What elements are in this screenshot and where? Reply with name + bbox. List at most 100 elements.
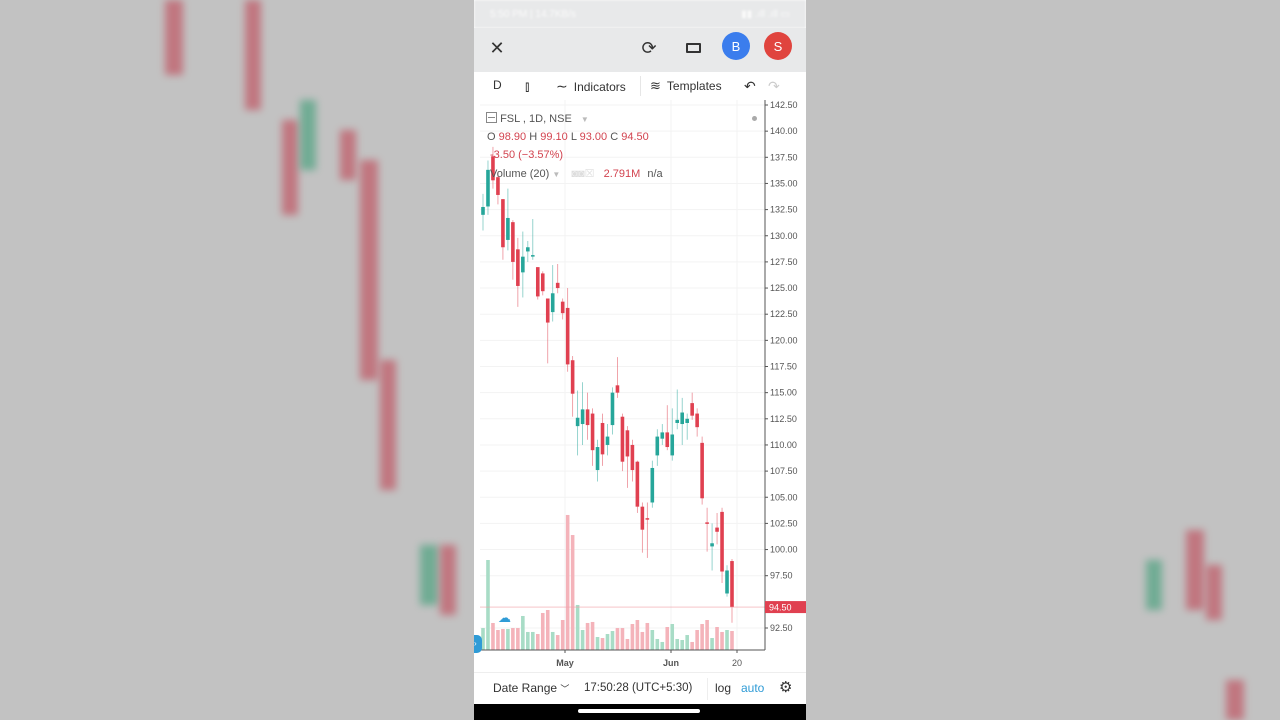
volume-bar	[670, 624, 675, 650]
price-tick-label: 100.00	[770, 545, 798, 555]
refresh-icon[interactable]: ⟳	[641, 37, 657, 58]
blurred-candle	[1226, 680, 1244, 720]
time-tick-label: May	[556, 658, 574, 668]
blurred-candle	[340, 130, 356, 180]
candle-body	[595, 447, 600, 471]
indicators-button[interactable]: ∼ Indicators	[556, 78, 626, 95]
price-tick-label: 115.00	[770, 388, 797, 398]
volume-legend[interactable]: Volume (20) ▼ ◙◙☒ 2.791M n/a	[490, 167, 663, 180]
candle-body	[690, 403, 694, 416]
avatar-s[interactable]: S	[764, 32, 792, 60]
remove-icon[interactable]: ☒	[584, 168, 595, 180]
blurred-candle	[360, 160, 378, 380]
auto-toggle[interactable]: auto	[741, 681, 765, 695]
volume-bar	[545, 610, 550, 650]
change-value: -3.50 (−3.57%)	[490, 149, 564, 161]
indicator-wave-icon: ∼	[556, 78, 568, 94]
candle-body	[685, 418, 689, 423]
price-tick-label: 137.50	[770, 152, 798, 162]
blurred-candle	[1186, 530, 1204, 610]
volume-bar	[550, 631, 555, 650]
interval-button[interactable]: D	[493, 78, 502, 92]
candle-body	[605, 436, 610, 445]
blurred-candle	[1206, 565, 1222, 620]
volume-bar	[635, 620, 640, 650]
blurred-background-right	[806, 0, 1280, 720]
candle-body	[511, 222, 515, 262]
volume-bar	[496, 630, 500, 650]
candle-body	[675, 419, 680, 423]
eye-icon[interactable]: ◙	[571, 168, 579, 180]
cloud-icon[interactable]: ☁	[498, 610, 511, 625]
volume-bar	[680, 640, 684, 650]
candle-body	[531, 255, 535, 257]
volume-bar	[725, 630, 729, 650]
rectangle-icon[interactable]	[678, 33, 708, 63]
legend-symbol-row[interactable]: FSL , 1D, NSE ▼	[486, 112, 589, 125]
redo-icon[interactable]: ↷	[768, 78, 780, 94]
volume-bar	[665, 627, 670, 650]
candle-body	[540, 273, 545, 292]
candle-body	[710, 543, 714, 547]
undo-icon[interactable]: ↶	[744, 78, 756, 94]
price-tick-label: 102.50	[770, 518, 798, 528]
candle-body	[580, 409, 585, 425]
volume-label: Volume (20)	[490, 168, 550, 180]
candle-body	[640, 506, 645, 530]
close-icon[interactable]: ✕	[489, 37, 505, 58]
volume-bar	[590, 621, 595, 650]
candle-body	[506, 217, 510, 240]
volume-ma-value: n/a	[647, 168, 663, 180]
templates-button[interactable]: ≋ Templates	[650, 78, 722, 94]
home-indicator[interactable]	[578, 709, 700, 713]
gear-icon[interactable]: ⚙	[779, 679, 793, 696]
log-toggle[interactable]: log	[715, 681, 732, 695]
price-tick-label: 127.50	[770, 257, 798, 267]
candle-body	[516, 249, 520, 286]
price-tick-label: 122.50	[770, 309, 798, 319]
volume-bar	[655, 638, 660, 650]
settings-icon[interactable]: ◙	[578, 168, 585, 180]
close-label: C	[610, 131, 619, 143]
blurred-candle	[282, 120, 298, 215]
chevron-down-icon[interactable]: ▼	[580, 115, 589, 124]
candle-body	[565, 307, 570, 365]
volume-value: 2.791M	[603, 168, 641, 180]
price-tick-label: 120.00	[770, 335, 798, 345]
volume-bar	[526, 631, 530, 650]
candle-body	[680, 412, 684, 425]
candles-icon[interactable]: ⫾	[525, 78, 530, 94]
candle-body	[555, 282, 560, 289]
price-tick-label: 130.00	[770, 231, 798, 241]
candle-body	[720, 511, 724, 572]
symbol-meta: , 1D, NSE	[522, 113, 572, 125]
blurred-candle	[420, 545, 438, 605]
symbol: FSL	[500, 113, 520, 125]
price-chart[interactable]: 142.50 140.00 137.50 135.00 132.50 130.00 127.…	[474, 100, 806, 672]
last-price-label: 94.50	[769, 603, 792, 613]
chevron-down-icon[interactable]: ▼	[552, 170, 561, 179]
volume-bar	[615, 628, 620, 650]
chart-toolbar: D ⫾ ∼ Indicators ≋ Templates ↶ ↷	[474, 72, 806, 100]
volume-bar	[531, 631, 535, 650]
volume-bar	[715, 627, 719, 650]
toolbar-divider	[640, 76, 641, 96]
volume-bar	[575, 604, 580, 650]
candle-body	[550, 293, 555, 313]
candle-body	[575, 417, 580, 427]
volume-bar	[690, 641, 694, 650]
volume-bar	[675, 638, 680, 650]
date-range-button[interactable]: Date Range ﹀	[493, 681, 569, 695]
candle-body	[481, 206, 485, 215]
volume-bar	[580, 630, 585, 650]
collapse-legend-icon[interactable]	[486, 112, 497, 123]
avatar-b[interactable]: B	[722, 32, 750, 60]
volume-bar	[540, 612, 545, 650]
status-right: ▮▮ .ıll .ıll ▭	[741, 9, 790, 20]
volume-bar	[506, 628, 510, 650]
date-range-label: Date Range	[493, 681, 558, 695]
expand-panel-handle[interactable]: ›	[474, 635, 482, 653]
price-tick-label: 97.50	[770, 571, 793, 581]
indicator-controls[interactable]: ◙◙☒	[571, 167, 594, 180]
price-tick-label: 142.50	[770, 100, 798, 110]
